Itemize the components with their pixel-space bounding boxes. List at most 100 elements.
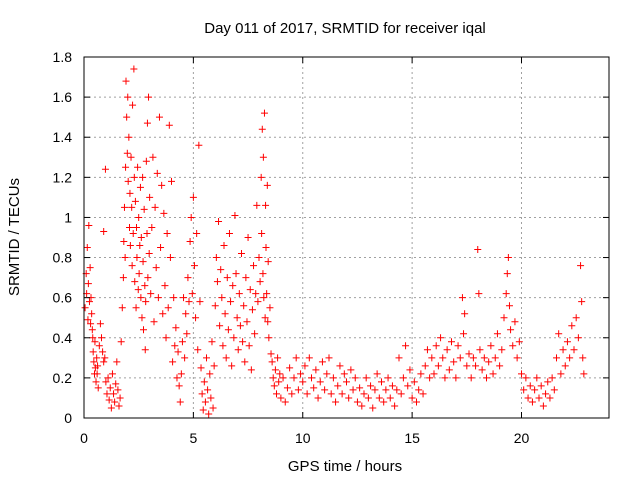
data-point bbox=[236, 322, 244, 330]
data-point bbox=[500, 314, 508, 322]
data-point bbox=[353, 398, 361, 406]
data-point bbox=[159, 310, 167, 318]
data-point bbox=[238, 250, 245, 258]
data-point bbox=[181, 354, 189, 362]
y-tick-label: 1.6 bbox=[53, 89, 73, 105]
data-point bbox=[115, 402, 123, 410]
x-tick-label: 10 bbox=[295, 430, 311, 446]
data-point bbox=[103, 390, 111, 398]
data-point bbox=[505, 302, 513, 310]
data-point bbox=[270, 382, 278, 390]
data-point bbox=[301, 362, 309, 370]
data-point bbox=[140, 326, 147, 334]
data-point bbox=[276, 370, 284, 378]
data-point bbox=[542, 390, 550, 398]
data-point bbox=[262, 201, 270, 209]
data-point bbox=[268, 358, 276, 366]
data-point bbox=[198, 390, 206, 398]
data-point bbox=[130, 173, 138, 181]
data-point bbox=[192, 314, 200, 322]
data-point bbox=[90, 358, 98, 366]
x-tick-label: 20 bbox=[514, 430, 530, 446]
data-point bbox=[553, 354, 560, 362]
data-point bbox=[137, 234, 145, 241]
data-point bbox=[535, 394, 543, 402]
data-point bbox=[186, 238, 194, 246]
data-point bbox=[248, 306, 256, 314]
data-point bbox=[173, 374, 181, 382]
data-point bbox=[113, 358, 121, 366]
data-point bbox=[566, 354, 574, 362]
data-point bbox=[129, 101, 137, 109]
data-point bbox=[135, 270, 143, 278]
x-tick-label: 15 bbox=[404, 430, 420, 446]
plot-frame bbox=[83, 56, 610, 419]
data-point bbox=[395, 354, 403, 362]
data-point bbox=[145, 93, 153, 101]
grid bbox=[84, 57, 609, 418]
data-point bbox=[132, 304, 140, 312]
data-point bbox=[207, 394, 215, 402]
data-point bbox=[380, 398, 388, 406]
data-point bbox=[288, 390, 296, 398]
data-point bbox=[96, 320, 104, 328]
data-point bbox=[233, 314, 241, 322]
y-tick-label: 0.4 bbox=[53, 330, 73, 346]
data-point bbox=[139, 173, 147, 181]
data-point bbox=[294, 386, 302, 394]
data-point bbox=[456, 354, 464, 362]
data-point bbox=[329, 374, 337, 382]
data-point bbox=[526, 382, 534, 390]
data-point bbox=[271, 366, 279, 374]
data-point bbox=[461, 310, 469, 318]
data-point bbox=[229, 282, 237, 290]
data-point bbox=[281, 398, 289, 406]
data-point bbox=[250, 262, 258, 270]
y-tick-label: 0 bbox=[64, 410, 72, 426]
data-point bbox=[423, 346, 431, 354]
data-point bbox=[253, 201, 261, 209]
data-point bbox=[128, 203, 136, 211]
axis-ticks: 0 0.2 0.4 0.6 0.8 1 1.2 1.4 1.6 1.8 0 5 10 15 20 bbox=[53, 49, 609, 446]
data-point bbox=[351, 374, 359, 382]
data-point bbox=[503, 270, 511, 278]
data-point bbox=[111, 398, 119, 406]
data-point bbox=[160, 209, 168, 217]
data-point bbox=[154, 294, 162, 302]
data-point bbox=[415, 386, 423, 394]
data-point bbox=[485, 358, 493, 366]
data-point bbox=[430, 370, 438, 378]
data-point bbox=[102, 378, 110, 386]
data-point bbox=[269, 374, 277, 382]
data-point bbox=[410, 378, 418, 386]
data-point bbox=[140, 205, 148, 213]
data-point bbox=[93, 370, 101, 378]
data-point bbox=[142, 298, 150, 306]
data-point bbox=[225, 229, 233, 237]
data-point bbox=[367, 382, 375, 390]
data-point bbox=[568, 322, 576, 330]
data-point bbox=[518, 370, 525, 378]
data-point bbox=[570, 346, 578, 354]
data-point bbox=[574, 334, 582, 342]
data-point bbox=[572, 314, 580, 322]
data-point bbox=[426, 374, 434, 382]
data-point bbox=[88, 310, 96, 318]
y-tick-label: 1 bbox=[64, 209, 72, 225]
data-point bbox=[520, 386, 528, 394]
data-point bbox=[417, 370, 425, 378]
data-point bbox=[146, 193, 154, 201]
data-point bbox=[120, 203, 128, 211]
data-point bbox=[195, 141, 203, 149]
data-point bbox=[89, 348, 97, 356]
data-point bbox=[239, 338, 247, 346]
data-point bbox=[187, 213, 195, 221]
data-point bbox=[224, 326, 232, 334]
data-point bbox=[515, 338, 523, 346]
data-point bbox=[413, 398, 420, 406]
data-point bbox=[136, 183, 144, 191]
data-point bbox=[432, 342, 440, 350]
data-point bbox=[99, 348, 107, 356]
